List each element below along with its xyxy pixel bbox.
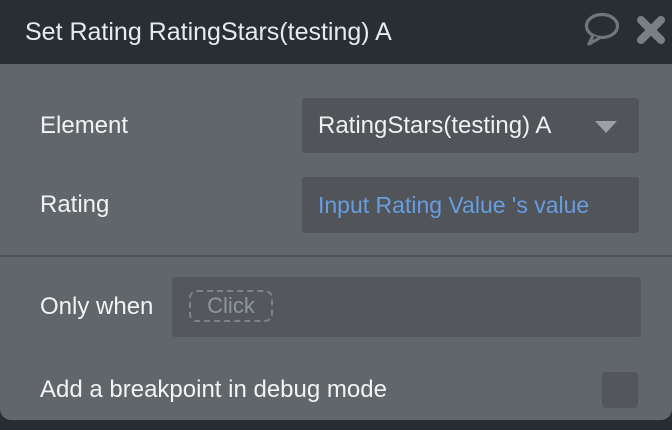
chevron-down-icon: [595, 121, 617, 133]
comment-button[interactable]: [582, 0, 622, 64]
breakpoint-label: Add a breakpoint in debug mode: [40, 376, 387, 403]
close-button[interactable]: [632, 0, 670, 64]
dialog-title: Set Rating RatingStars(testing) A: [25, 17, 392, 46]
breakpoint-checkbox[interactable]: [602, 372, 638, 408]
only-when-field[interactable]: Click: [172, 277, 641, 337]
dialog-header: Set Rating RatingStars(testing) A: [0, 0, 672, 64]
element-dropdown[interactable]: RatingStars(testing) A: [302, 98, 639, 153]
section-divider: [0, 255, 672, 257]
comment-bubble-icon: [582, 12, 622, 53]
set-rating-dialog: Set Rating RatingStars(testing) A Elemen…: [0, 0, 672, 420]
rating-expression: Input Rating Value 's value: [318, 191, 590, 218]
only-when-label: Only when: [40, 293, 154, 320]
close-icon: [636, 15, 666, 50]
rating-value-field[interactable]: Input Rating Value 's value: [302, 177, 639, 233]
rating-label: Rating: [40, 191, 110, 218]
element-dropdown-value: RatingStars(testing) A: [318, 111, 552, 139]
element-label: Element: [40, 111, 129, 139]
click-placeholder-button[interactable]: Click: [189, 290, 273, 322]
